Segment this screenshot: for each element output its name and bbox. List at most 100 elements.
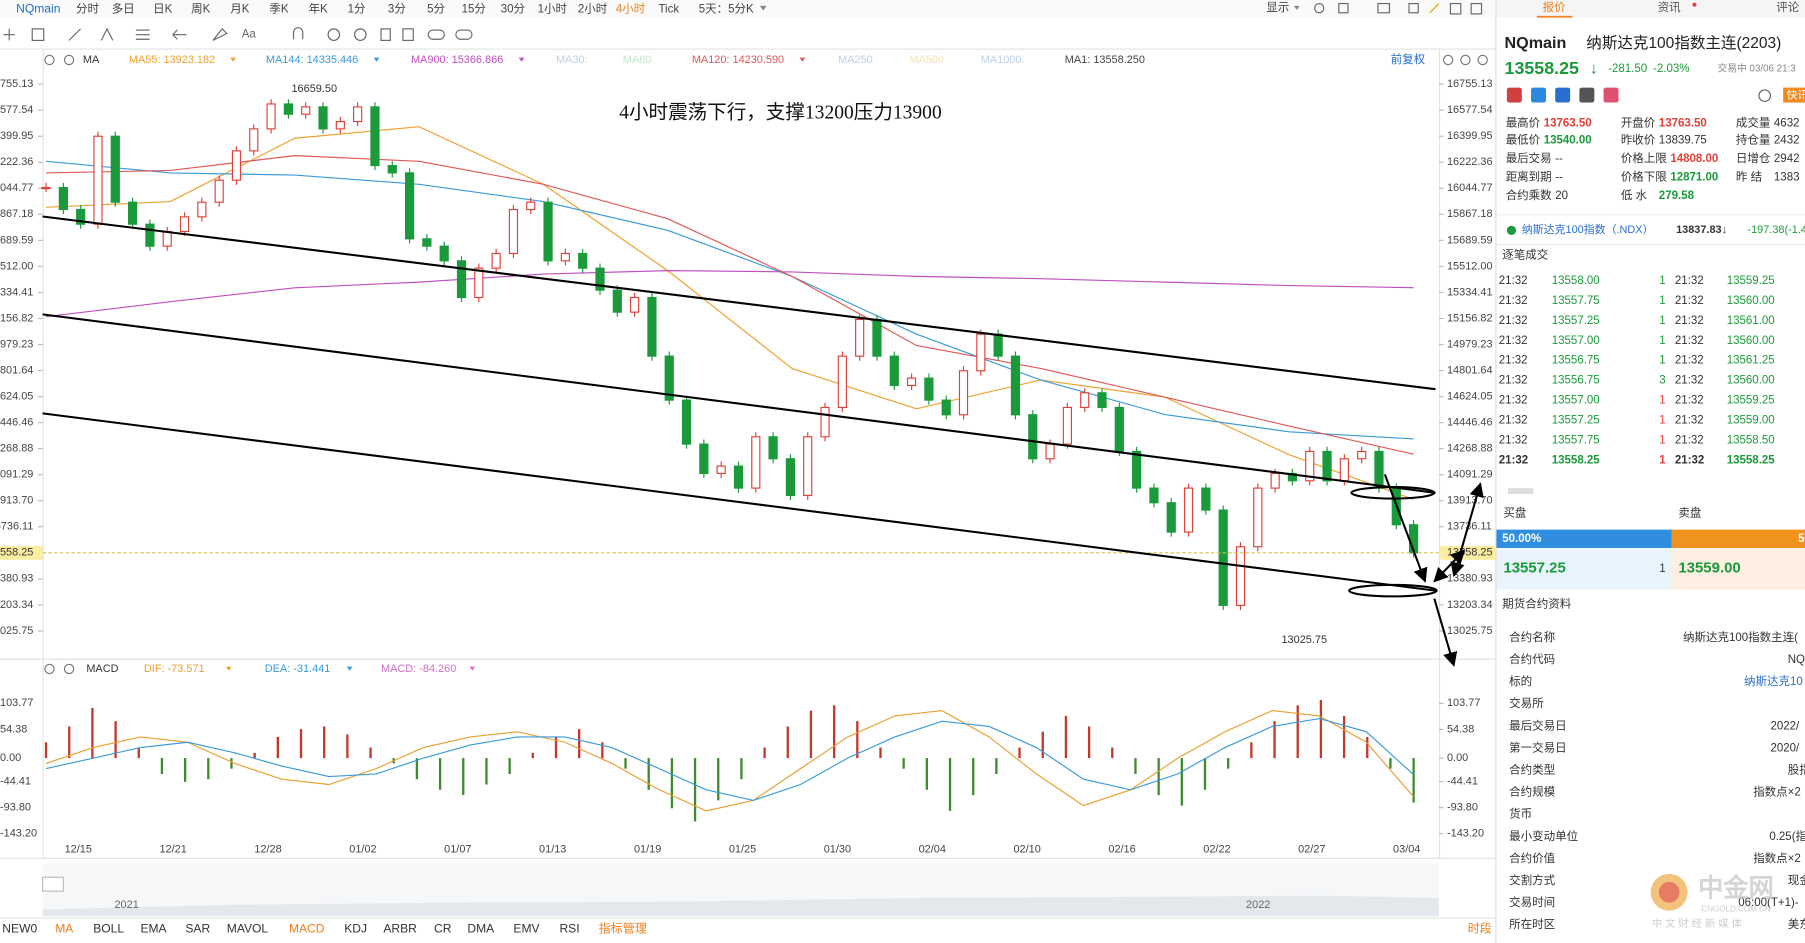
indicator-tab[interactable]: MAVOL [227,921,269,935]
quick-icon[interactable] [1506,87,1522,103]
indicator-tab[interactable]: CR [434,921,452,935]
indicator-tab[interactable]: BOLL [93,921,124,935]
panel-tab[interactable]: 资讯 [1658,1,1681,14]
period-tab[interactable]: 月K [230,3,249,15]
year-label: 2021 [114,899,138,911]
macd-bar [68,726,71,759]
trade-price: 13557.25 [1552,315,1600,327]
period-selector[interactable]: 时段 [1468,920,1492,935]
panel-tab[interactable]: 评论 [1776,0,1799,14]
adjust-mode[interactable]: 前复权 [1391,52,1426,66]
period-tab[interactable]: 2小时 [578,2,608,15]
quick-icon[interactable] [1531,87,1546,103]
quick-icon[interactable] [1555,87,1571,103]
quick-icon[interactable] [1603,87,1619,103]
period-tab[interactable]: 1分 [348,2,366,15]
period-tab[interactable]: 5天：5分K [699,2,754,15]
info-value: 0.25(指 [1769,829,1805,843]
trade-price: 13558.25 [1552,454,1601,466]
period-tab[interactable]: 15分 [462,2,487,15]
info-label: 合约名称 [1509,630,1555,644]
arrow [1433,598,1458,667]
period-tab[interactable]: 5分 [427,2,445,15]
y-tick-label: 16577.54 [0,104,33,116]
dropdown-icon [799,57,806,62]
candle [855,318,865,357]
legend-entry: MA30: [556,54,588,66]
field-label: 昨收价 [1621,133,1656,147]
panel-tab[interactable]: 报价 [1543,0,1567,14]
macd-bar [1203,758,1207,790]
trade-volume: 1 [1659,315,1665,327]
info-value: 纳斯达克10 [1744,674,1803,688]
period-tab[interactable]: 30分 [501,2,526,15]
trade-time: 21:32 [1499,275,1528,287]
info-value: 现金 [1788,873,1805,887]
info-value: 指数点×2 [1753,851,1801,865]
trade-price: 13559.25 [1727,395,1775,407]
period-tab[interactable]: 周K [191,2,210,15]
field-value: 1383 [1774,171,1800,183]
dropdown-icon [518,57,525,62]
info-value: 06:00(T+1)- [1738,897,1799,909]
field-label: 成交量 [1736,115,1771,129]
y-tick-label: 13025.75 [1447,625,1493,637]
period-tab[interactable]: 季K [269,2,288,15]
candle [1235,546,1246,606]
indicator-tab[interactable]: ARBR [383,921,417,935]
indicator-tab[interactable]: MACD [289,921,325,935]
period-tab[interactable]: 1小时 [538,2,568,15]
candle [1080,392,1090,409]
indicator-tab[interactable]: RSI [559,921,579,935]
indicator-tab[interactable]: DMA [467,921,495,935]
period-tab[interactable]: 多日 [112,1,135,15]
period-tab[interactable]: Tick [658,3,679,15]
trade-time: 21:32 [1675,275,1704,287]
trade-time: 21:32 [1675,355,1704,367]
display-menu[interactable]: 显示 [1266,1,1289,14]
period-tab[interactable]: 4小时 [616,2,646,15]
y-tick-label: 15689.59 [0,234,33,246]
period-tab[interactable]: 分时 [76,2,99,15]
x-tick-label: 01/02 [349,844,376,856]
macd-bar [763,747,766,759]
candle [1149,487,1159,504]
period-tab[interactable]: 3分 [388,2,406,15]
indicator-tab[interactable]: EMV [513,921,539,935]
info-value: 股指 [1788,763,1805,777]
toolbar-bg [0,0,1496,19]
candle [1218,509,1228,606]
quick-icon[interactable] [1579,87,1595,103]
field-value: 12871.00 [1670,171,1718,183]
legend-entry: DEA: -31.441 [265,663,331,675]
indicator-tab[interactable]: NEW0 [2,921,37,935]
close-icon [63,663,75,675]
x-tick-label: 12/21 [159,844,186,856]
indicator-tab[interactable]: EMA [140,921,167,935]
flash-badge[interactable] [1783,87,1805,103]
indicator-tab[interactable]: MA [55,921,74,935]
info-label: 第一交易日 [1509,740,1567,754]
ma-line [45,270,1414,318]
candle [404,172,415,240]
x-tick-label: 01/07 [444,844,471,856]
navigator-handle[interactable] [42,876,64,892]
indicator-tab[interactable]: KDJ [344,921,367,935]
candle [439,245,449,262]
indicator-tab[interactable]: SAR [185,921,210,935]
info-label: 最小变动单位 [1509,829,1578,843]
candle [716,465,726,475]
trade-time: 21:32 [1675,375,1704,387]
gear-icon [44,54,55,66]
text-tool[interactable]: Aa [242,29,257,41]
buy-ratio-bar [1496,529,1672,549]
info-value: 2022/ [1770,720,1800,732]
macd-bar [1134,758,1137,774]
channel-line [42,215,1436,391]
period-tab[interactable]: 年K [309,1,328,15]
macd-bar [485,758,488,785]
period-tab[interactable]: 日K [153,3,172,15]
indicator-tab[interactable]: 指标管理 [599,920,647,935]
macd-bar [554,737,558,759]
candle [1270,472,1280,489]
